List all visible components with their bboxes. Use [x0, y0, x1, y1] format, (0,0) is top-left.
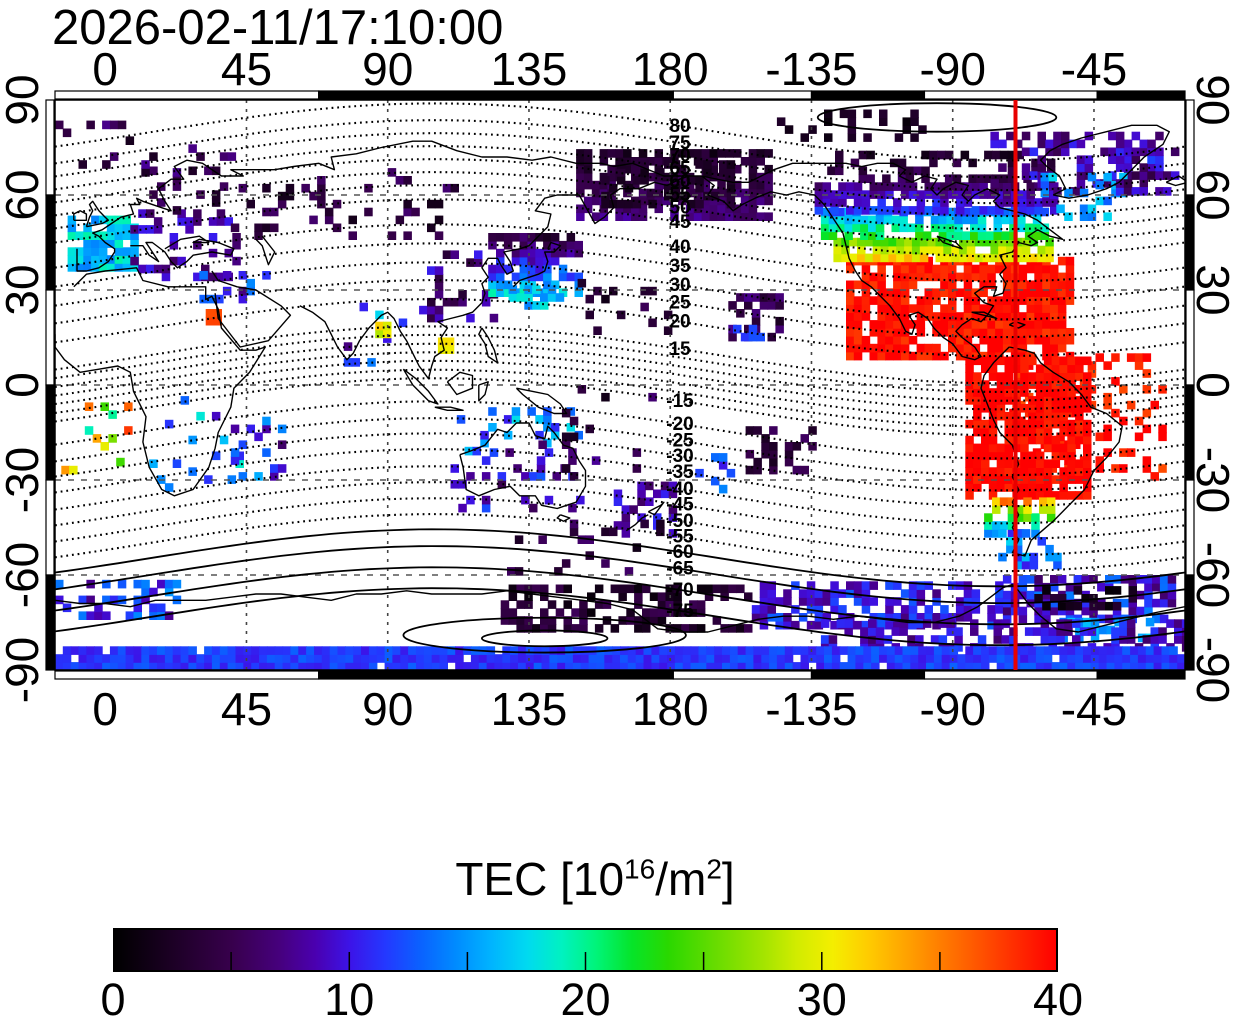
contour-label: 35 [669, 256, 691, 277]
contour-label: -35 [666, 462, 694, 483]
contour-label: 70 [669, 146, 690, 167]
colorbar-tick-label: 30 [796, 974, 847, 1021]
lon-tick-label: 0 [92, 43, 119, 95]
lon-tick-label: -90 [919, 43, 986, 95]
lon-tick-label: -135 [765, 43, 858, 95]
grid-lines [55, 100, 1185, 670]
contour-label: -40 [666, 479, 693, 500]
contour-label: 25 [669, 293, 691, 314]
coastline-path [73, 210, 88, 221]
coastline-path [434, 406, 464, 411]
coastline-path [130, 235, 235, 269]
coastline-path [478, 327, 499, 364]
colorbar-title-text: ] [721, 853, 735, 905]
contour-label: -65 [666, 559, 694, 580]
coastlines [55, 124, 1185, 633]
contour-label: -30 [666, 446, 693, 467]
contour-label: 60 [669, 172, 690, 193]
colorbar-tick-label: 20 [560, 974, 611, 1021]
coastline-path [478, 381, 489, 402]
coastline-path [1165, 175, 1185, 187]
contour-label: -70 [666, 580, 693, 601]
lon-tick-label: -45 [1060, 683, 1128, 735]
colorbar-title-text: TEC [10 [455, 853, 625, 905]
colorbar-tick-label: 40 [1032, 974, 1084, 1021]
lon-tick-label: 180 [631, 683, 709, 735]
coastline-path [1039, 124, 1170, 199]
coastline-path [512, 241, 562, 288]
contour-label: 55 [669, 185, 691, 206]
colorbar-minor-ticks [230, 952, 941, 970]
contour-label: 80 [669, 116, 690, 137]
contour-label: 45 [669, 212, 691, 233]
contour-label: -15 [666, 391, 694, 412]
lon-tick-label: 135 [490, 683, 568, 735]
frame-and-redline [45, 90, 1195, 680]
coastline-path [971, 311, 998, 320]
colorbar-title-exp: 16 [624, 853, 656, 885]
contour-label: -20 [666, 414, 693, 435]
coastline-path [402, 368, 439, 405]
coastline-path [936, 235, 963, 250]
lon-tick-label: 90 [362, 683, 414, 735]
contour-label: -45 [666, 495, 694, 516]
colorbar-title: TEC [1016/m2] [455, 852, 734, 906]
lon-tick-label: 45 [220, 683, 273, 735]
contour-label: 15 [669, 339, 691, 360]
contour-label: -60 [666, 542, 693, 563]
contour-label: -50 [666, 511, 693, 532]
coastline-path [299, 175, 690, 380]
contour-label: -55 [666, 527, 694, 548]
lon-tick-label: -135 [765, 683, 858, 735]
colorbar-tick-label: 0 [100, 974, 126, 1021]
coastline-path [459, 422, 587, 510]
coastline-path [85, 200, 110, 228]
coastline-path [55, 583, 1185, 633]
coastline-path [647, 501, 665, 516]
timestamp-title: 2026-02-11/17:10:00 [52, 1, 504, 55]
coastline-path [980, 346, 1123, 557]
contour-label: 30 [669, 275, 690, 296]
lon-tick-label: 180 [631, 43, 709, 95]
lon-tick-label: 135 [490, 43, 568, 95]
colorbar-title-exp: 2 [706, 853, 722, 885]
geomagnetic-contours [55, 102, 1185, 654]
contour-label: -25 [666, 431, 694, 452]
lon-tick-label: -90 [919, 683, 986, 735]
contour-label: -75 [666, 601, 694, 622]
colorbar-tick-label: 10 [324, 974, 375, 1021]
lon-tick-label: 45 [220, 43, 273, 95]
contour-label: 50 [669, 198, 690, 219]
contour-label: 65 [669, 159, 691, 180]
colorbar-title-text: /m [655, 853, 707, 905]
lon-tick-label: 90 [362, 43, 414, 95]
contour-label: 75 [669, 133, 691, 154]
coastline-path [76, 140, 702, 272]
coastline-path [446, 371, 474, 396]
coastline-path [556, 514, 571, 522]
coastline-path [515, 387, 568, 415]
coastline-path [255, 235, 276, 266]
lon-tick-label: 0 [92, 683, 119, 735]
contour-label: 20 [669, 312, 690, 333]
contour-label: 40 [669, 237, 690, 258]
lon-tick-label: -45 [1060, 43, 1128, 95]
coastline-path [211, 270, 292, 348]
coastline-path [701, 162, 1064, 361]
coastline-path [625, 514, 649, 532]
coastline-path [55, 267, 266, 497]
